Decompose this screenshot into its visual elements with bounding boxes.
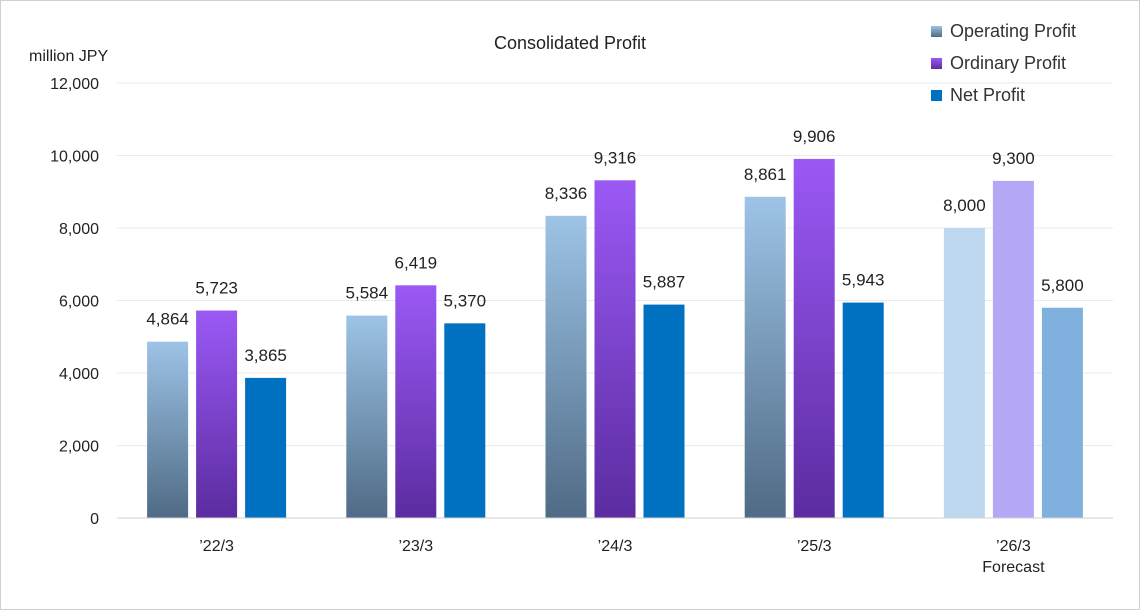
legend-label: Operating Profit [950,20,1077,41]
data-label: 5,887 [643,273,686,292]
legend-label: Ordinary Profit [950,52,1067,73]
y-tick-label: 0 [90,511,99,528]
data-label: 3,865 [244,346,287,365]
data-label: 5,723 [195,279,238,298]
bar-operating-profit [147,341,189,518]
chart-title: Consolidated Profit [494,33,646,53]
data-label: 8,861 [744,165,787,184]
bar-net-profit [1041,307,1083,518]
y-axis-label: million JPY [29,48,108,65]
x-tick-label: ’22/3 [199,538,234,555]
legend-label: Net Profit [950,84,1026,105]
bar-operating-profit [744,196,786,518]
legend-item: Ordinary Profit [931,51,1066,75]
legend-swatch [931,57,942,69]
bar-ordinary-profit [395,285,437,518]
data-label: 5,800 [1041,276,1084,295]
x-axis-ticks: ’22/3 ’23/3 ’24/3 ’25/3 ’26/3 Forecast [199,538,1045,576]
bar-ordinary-profit [992,180,1034,518]
x-tick-label: ’23/3 [398,538,433,555]
legend-item: Operating Profit [931,19,1076,43]
x-tick-label: ’24/3 [598,538,633,555]
y-tick-label: 8,000 [59,221,99,238]
data-label: 4,864 [146,310,189,329]
y-axis-ticks: 0 2,000 4,000 6,000 8,000 10,000 12,000 [50,76,99,528]
bar-net-profit [842,302,884,518]
x-tick-label: ’25/3 [797,538,832,555]
data-label: 5,943 [842,271,885,290]
bar-net-profit [245,377,287,518]
data-label: 9,906 [793,127,836,146]
y-tick-label: 6,000 [59,294,99,311]
y-tick-label: 10,000 [50,149,99,166]
x-tick-label: ’26/3 [996,538,1031,555]
data-label: 5,584 [346,284,389,303]
data-labels: 4,864 5,723 3,865 5,584 6,419 5,370 8,336 9,316… [146,127,1083,365]
data-label: 9,300 [992,149,1035,168]
y-tick-label: 2,000 [59,439,99,456]
bar-net-profit [643,304,685,518]
bar-ordinary-profit [196,310,238,518]
bar-ordinary-profit [793,158,835,518]
data-label: 6,419 [395,253,438,272]
bars [147,158,1083,519]
x-tick-sublabel: Forecast [982,559,1045,576]
bar-operating-profit [346,315,388,518]
bar-ordinary-profit [594,180,636,519]
legend-swatch [931,25,942,37]
legend-swatch [931,89,942,101]
data-label: 5,370 [444,291,487,310]
bar-net-profit [444,323,486,518]
bar-operating-profit [545,215,587,518]
data-label: 8,336 [545,184,588,203]
bar-operating-profit [943,228,985,518]
data-label: 8,000 [943,196,986,215]
data-label: 9,316 [594,148,637,167]
y-tick-label: 4,000 [59,366,99,383]
legend-item: Net Profit [931,83,1025,107]
y-tick-label: 12,000 [50,76,99,93]
